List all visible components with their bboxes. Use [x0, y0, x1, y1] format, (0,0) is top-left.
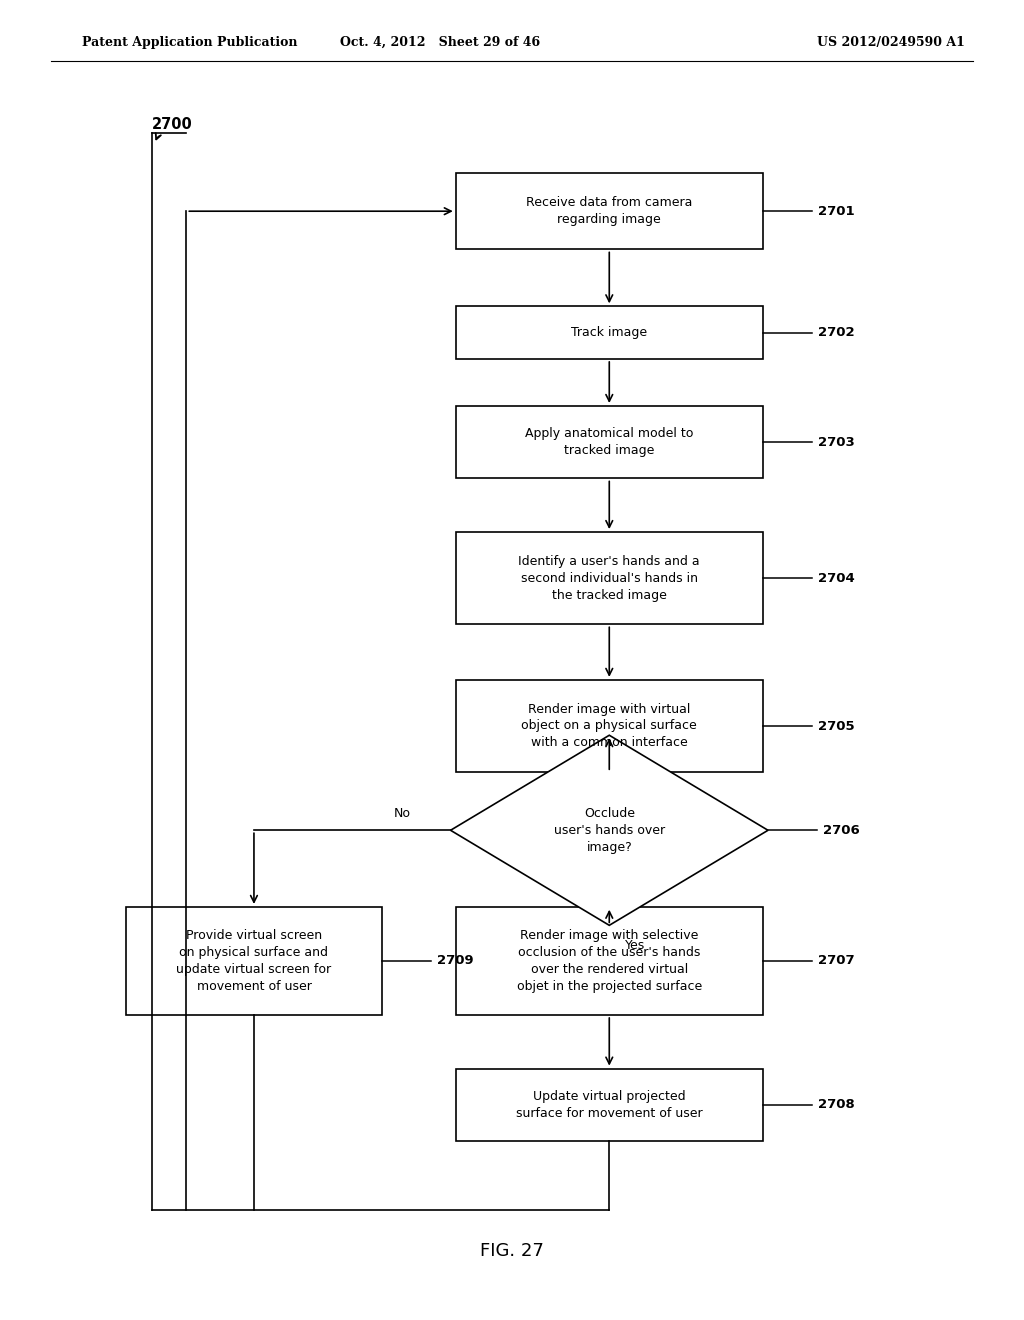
- Text: 2709: 2709: [437, 954, 474, 968]
- FancyBboxPatch shape: [456, 1069, 763, 1140]
- Text: 2706: 2706: [823, 824, 860, 837]
- Text: Render image with virtual
object on a physical surface
with a common interface: Render image with virtual object on a ph…: [521, 702, 697, 750]
- Text: No: No: [394, 807, 412, 820]
- Text: US 2012/0249590 A1: US 2012/0249590 A1: [817, 36, 965, 49]
- Text: Track image: Track image: [571, 326, 647, 339]
- Text: 2705: 2705: [818, 719, 855, 733]
- FancyBboxPatch shape: [126, 907, 382, 1015]
- FancyBboxPatch shape: [456, 907, 763, 1015]
- Text: Identify a user's hands and a
second individual's hands in
the tracked image: Identify a user's hands and a second ind…: [518, 554, 700, 602]
- FancyBboxPatch shape: [456, 306, 763, 359]
- Text: Provide virtual screen
on physical surface and
update virtual screen for
movemen: Provide virtual screen on physical surfa…: [176, 929, 332, 993]
- Text: 2701: 2701: [818, 205, 855, 218]
- Text: 2702: 2702: [818, 326, 855, 339]
- Text: Occlude
user's hands over
image?: Occlude user's hands over image?: [554, 807, 665, 854]
- Text: 2708: 2708: [818, 1098, 855, 1111]
- FancyBboxPatch shape: [456, 405, 763, 478]
- Text: Yes: Yes: [625, 939, 645, 952]
- Text: Update virtual projected
surface for movement of user: Update virtual projected surface for mov…: [516, 1090, 702, 1119]
- Text: Render image with selective
occlusion of the user's hands
over the rendered virt: Render image with selective occlusion of…: [517, 929, 701, 993]
- FancyBboxPatch shape: [456, 532, 763, 624]
- FancyBboxPatch shape: [456, 173, 763, 249]
- Text: FIG. 27: FIG. 27: [480, 1242, 544, 1261]
- FancyBboxPatch shape: [456, 680, 763, 772]
- Text: Oct. 4, 2012   Sheet 29 of 46: Oct. 4, 2012 Sheet 29 of 46: [340, 36, 541, 49]
- Polygon shape: [451, 735, 768, 925]
- Text: 2707: 2707: [818, 954, 855, 968]
- Text: 2703: 2703: [818, 436, 855, 449]
- Text: 2704: 2704: [818, 572, 855, 585]
- Text: Receive data from camera
regarding image: Receive data from camera regarding image: [526, 197, 692, 226]
- Text: 2700: 2700: [152, 117, 193, 132]
- Text: Apply anatomical model to
tracked image: Apply anatomical model to tracked image: [525, 428, 693, 457]
- Text: Patent Application Publication: Patent Application Publication: [82, 36, 297, 49]
